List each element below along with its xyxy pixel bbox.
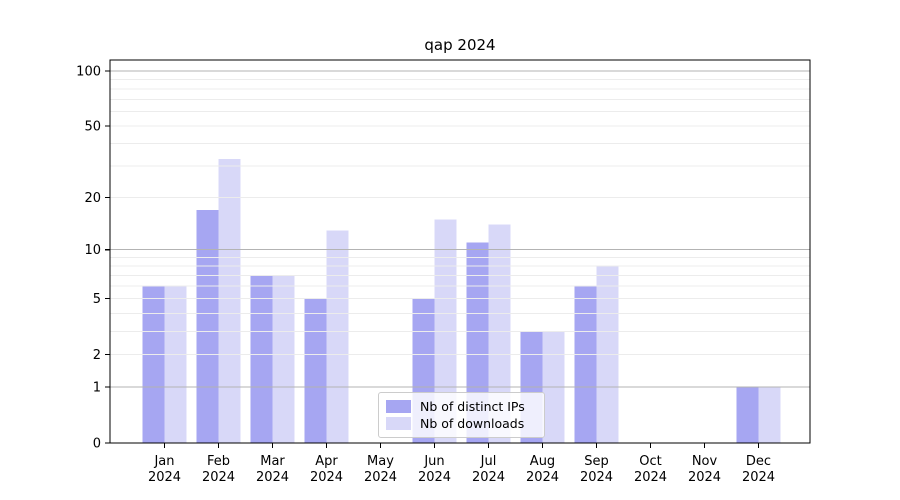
bar-distinct-ips-feb-2024 [196, 210, 219, 443]
x-tick-label-apr-2024: Apr 2024 [310, 454, 343, 485]
bar-downloads-jan-2024 [164, 286, 187, 443]
bar-distinct-ips-mar-2024 [250, 275, 273, 443]
y-tick-label-0: 0 [93, 437, 101, 452]
x-tick-label-jan-2024: Jan 2024 [148, 454, 181, 485]
plot-border [109, 59, 811, 444]
x-tick-label-feb-2024: Feb 2024 [202, 454, 235, 485]
bar-distinct-ips-jan-2024 [142, 286, 165, 443]
x-tick-label-dec-2024: Dec 2024 [742, 454, 775, 485]
x-tick-label-jun-2024: Jun 2024 [418, 454, 451, 485]
bar-downloads-dec-2024 [758, 387, 781, 443]
y-tick-label-100: 100 [76, 65, 101, 80]
x-tick-label-jul-2024: Jul 2024 [472, 454, 505, 485]
bar-distinct-ips-dec-2024 [736, 387, 759, 443]
bar-distinct-ips-apr-2024 [304, 298, 327, 443]
y-tick-label-50: 50 [84, 120, 101, 135]
x-tick-label-nov-2024: Nov 2024 [688, 454, 721, 485]
bar-downloads-jul-2024 [488, 224, 511, 443]
bar-downloads-mar-2024 [272, 275, 295, 443]
y-tick-label-10: 10 [84, 243, 101, 258]
bar-downloads-feb-2024 [218, 158, 241, 443]
x-tick-label-sep-2024: Sep 2024 [580, 454, 613, 485]
x-tick-label-may-2024: May 2024 [364, 454, 397, 485]
legend-item-downloads: Nb of downloads [386, 416, 536, 431]
legend: Nb of distinct IPs Nb of downloads [378, 392, 545, 438]
legend-swatch-downloads [386, 417, 411, 431]
x-tick-label-aug-2024: Aug 2024 [526, 454, 559, 485]
legend-item-distinct-ips: Nb of distinct IPs [386, 399, 536, 414]
y-tick-label-1: 1 [93, 381, 101, 396]
legend-label-distinct-ips: Nb of distinct IPs [420, 398, 525, 414]
bar-downloads-apr-2024 [326, 230, 349, 443]
x-tick-label-oct-2024: Oct 2024 [634, 454, 667, 485]
y-tick-label-20: 20 [84, 191, 101, 206]
x-tick-label-mar-2024: Mar 2024 [256, 454, 289, 485]
y-tick-label-2: 2 [93, 348, 101, 363]
legend-label-downloads: Nb of downloads [420, 416, 525, 432]
legend-swatch-distinct-ips [386, 399, 411, 413]
bar-distinct-ips-sep-2024 [574, 286, 597, 443]
y-tick-label-5: 5 [93, 292, 101, 307]
chart-title: qap 2024 [424, 36, 496, 54]
